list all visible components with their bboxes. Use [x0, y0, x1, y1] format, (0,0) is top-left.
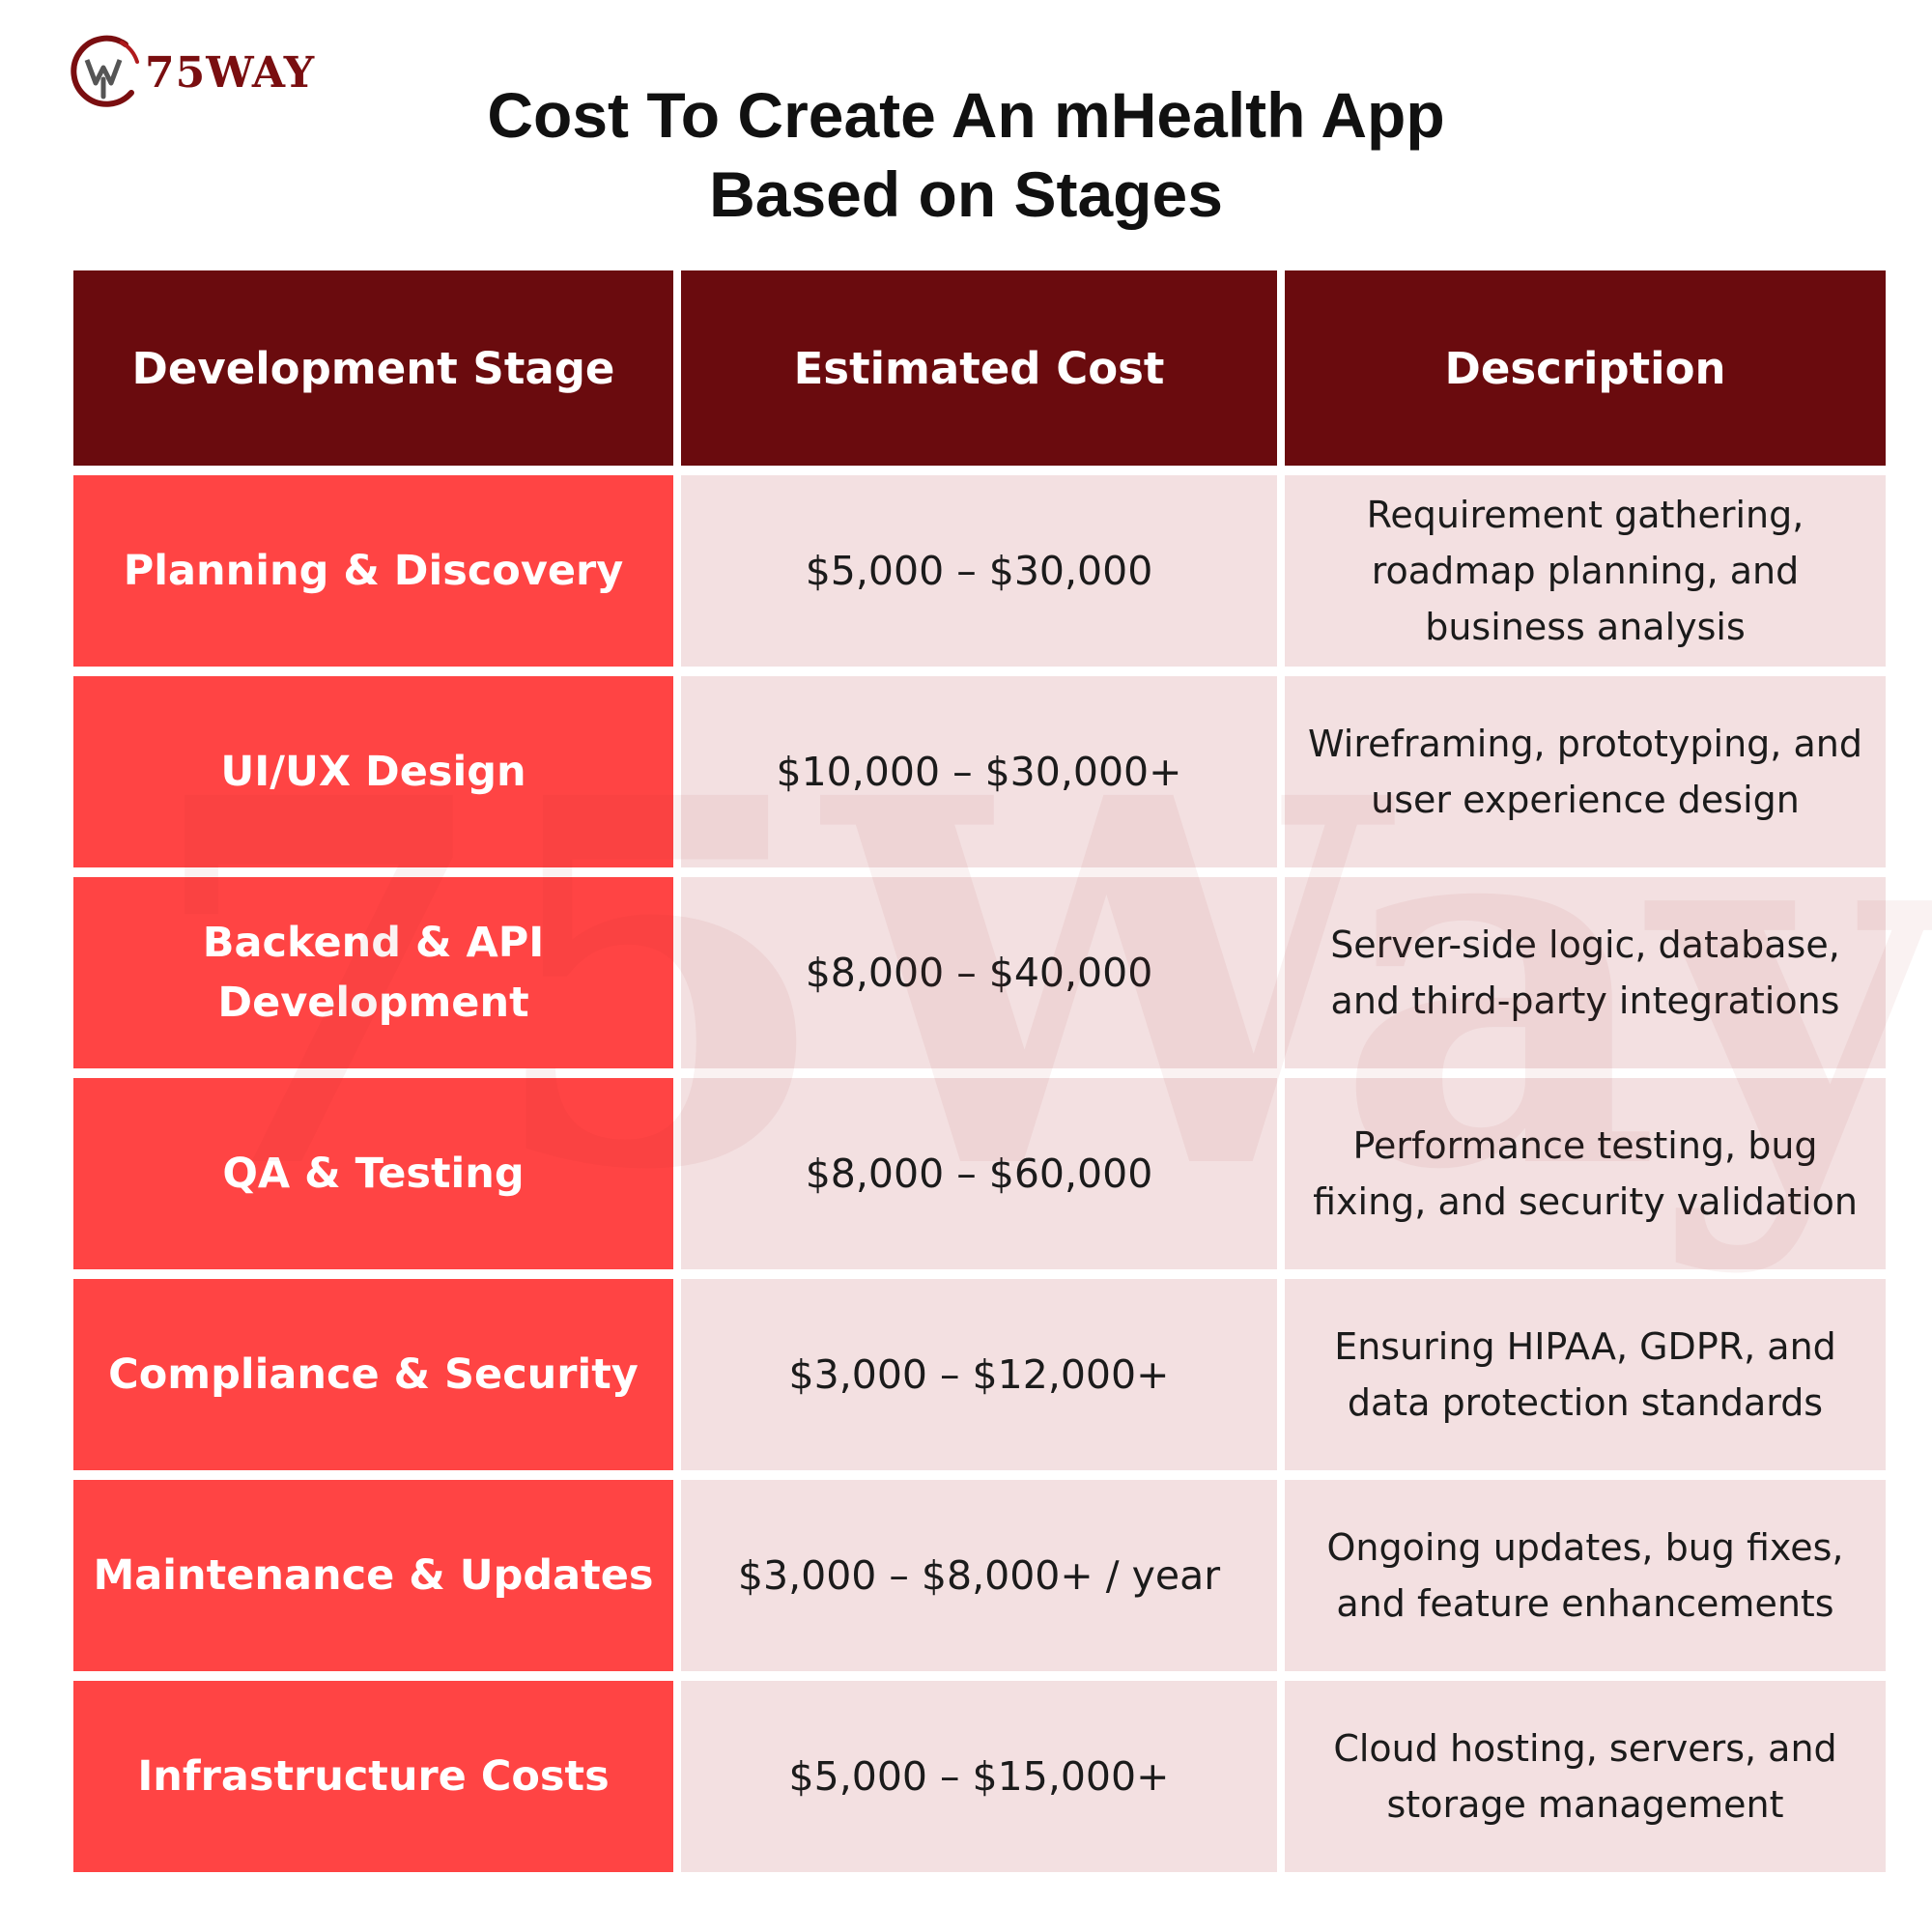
cost-cell: $5,000 – $15,000+: [681, 1681, 1277, 1872]
stage-cell: Maintenance & Updates: [73, 1480, 673, 1671]
description-cell: Performance testing, bug fixing, and sec…: [1285, 1078, 1886, 1269]
cost-cell: $8,000 – $60,000: [681, 1078, 1277, 1269]
stage-cell: Planning & Discovery: [73, 475, 673, 667]
brand-logo: 75WAY: [64, 29, 315, 116]
description-cell: Requirement gathering, roadmap planning,…: [1285, 475, 1886, 667]
description-cell: Wireframing, prototyping, and user exper…: [1285, 676, 1886, 867]
stage-cell: Compliance & Security: [73, 1279, 673, 1470]
cost-table: Development Stage Estimated Cost Descrip…: [73, 270, 1886, 1882]
cost-cell: $3,000 – $8,000+ / year: [681, 1480, 1277, 1671]
header-development-stage: Development Stage: [73, 270, 673, 466]
stage-cell: Infrastructure Costs: [73, 1681, 673, 1872]
description-cell: Ongoing updates, bug fixes, and feature …: [1285, 1480, 1886, 1671]
title-line-1: Cost To Create An mHealth App: [487, 79, 1445, 151]
logo-mark-icon: [64, 33, 143, 112]
logo-text: 75WAY: [145, 47, 316, 98]
stage-cell: UI/UX Design: [73, 676, 673, 867]
cost-cell: $10,000 – $30,000+: [681, 676, 1277, 867]
cost-cell: $3,000 – $12,000+: [681, 1279, 1277, 1470]
page-title: Cost To Create An mHealth App Based on S…: [0, 75, 1932, 234]
header-estimated-cost: Estimated Cost: [681, 270, 1277, 466]
description-cell: Server-side logic, database, and third-p…: [1285, 877, 1886, 1068]
cost-cell: $5,000 – $30,000: [681, 475, 1277, 667]
title-line-2: Based on Stages: [709, 158, 1223, 230]
description-cell: Ensuring HIPAA, GDPR, and data protectio…: [1285, 1279, 1886, 1470]
stage-cell: Backend & API Development: [73, 877, 673, 1068]
cost-cell: $8,000 – $40,000: [681, 877, 1277, 1068]
stage-cell: QA & Testing: [73, 1078, 673, 1269]
description-cell: Cloud hosting, servers, and storage mana…: [1285, 1681, 1886, 1872]
header-description: Description: [1285, 270, 1886, 466]
